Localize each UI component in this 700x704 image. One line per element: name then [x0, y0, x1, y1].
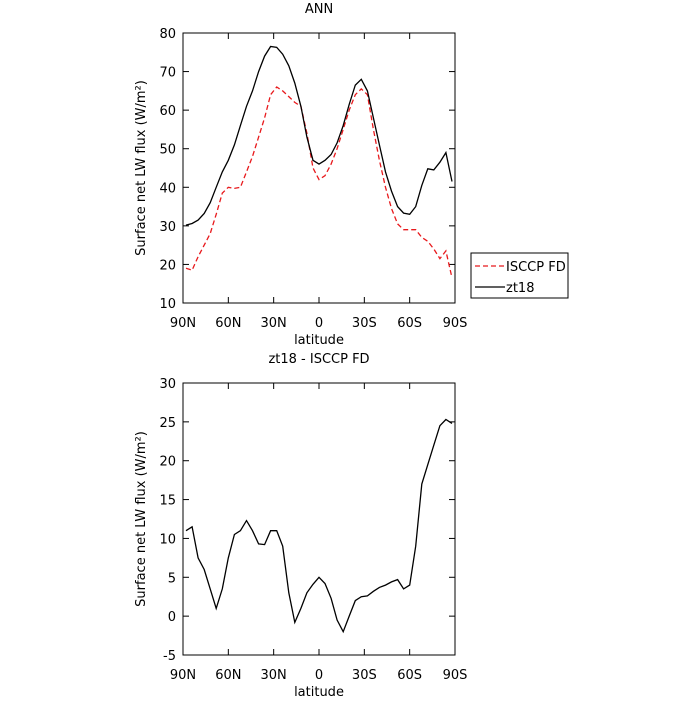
- data-line: [185, 418, 453, 634]
- x-tick-label: 90N: [170, 668, 196, 683]
- y-tick-label: 20: [159, 455, 176, 470]
- y-tick-label: 40: [159, 181, 176, 196]
- y-tick-label: -5: [163, 649, 176, 664]
- x-axis-label: latitude: [294, 685, 344, 700]
- y-tick-label: 10: [159, 532, 176, 547]
- legend-label: ISCCP FD: [506, 260, 566, 275]
- y-tick-label: 60: [159, 104, 176, 119]
- y-tick-label: 5: [168, 571, 176, 586]
- y-tick-label: 10: [159, 297, 176, 312]
- y-tick-label: 15: [159, 494, 176, 509]
- chart-title: zt18 - ISCCP FD: [268, 352, 369, 367]
- x-tick-label: 90S: [443, 668, 468, 683]
- x-tick-label: 60N: [215, 668, 241, 683]
- plot-frame: [182, 382, 456, 656]
- x-tick-label: 60S: [397, 316, 422, 331]
- y-tick-label: 30: [159, 220, 176, 235]
- x-tick-label: 60S: [397, 668, 422, 683]
- legend-label: zt18: [506, 281, 534, 296]
- y-tick-label: 80: [159, 27, 176, 42]
- x-tick-label: 60N: [215, 316, 241, 331]
- y-tick-label: 70: [159, 66, 176, 81]
- x-tick-label: 30N: [261, 668, 287, 683]
- y-tick-label: 30: [159, 377, 176, 392]
- x-tick-label: 30S: [352, 316, 377, 331]
- x-tick-label: 90S: [443, 316, 468, 331]
- y-tick-label: 20: [159, 258, 176, 273]
- y-tick-label: 0: [168, 610, 176, 625]
- x-axis-label: latitude: [294, 333, 344, 348]
- legend-box: [470, 252, 569, 299]
- y-tick-label: 50: [159, 143, 176, 158]
- data-line: [185, 86, 453, 279]
- x-tick-label: 90N: [170, 316, 196, 331]
- chart-title: ANN: [305, 2, 333, 17]
- data-line: [185, 45, 453, 226]
- x-tick-label: 30S: [352, 668, 377, 683]
- x-tick-label: 0: [315, 316, 323, 331]
- y-axis-label: Surface net LW flux (W/m²): [134, 431, 149, 607]
- y-tick-label: 25: [159, 416, 176, 431]
- y-axis-label: Surface net LW flux (W/m²): [134, 80, 149, 256]
- plot-frame: [182, 32, 456, 304]
- x-tick-label: 30N: [261, 316, 287, 331]
- x-tick-label: 0: [315, 668, 323, 683]
